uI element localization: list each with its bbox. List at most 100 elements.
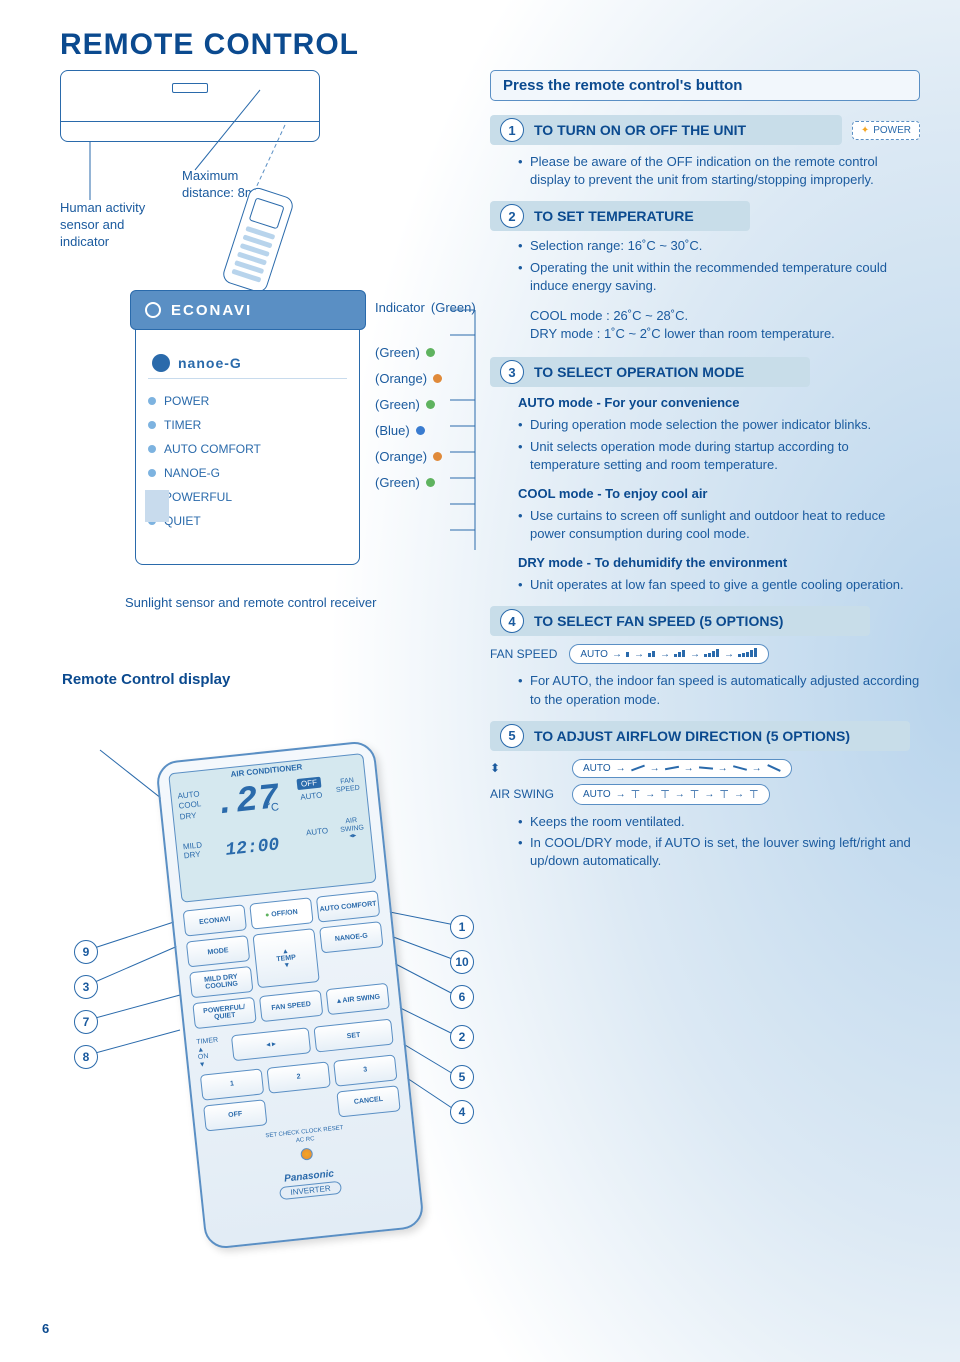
btn-timer2[interactable]: 2 [266,1061,330,1093]
btn-timer3[interactable]: 3 [333,1054,397,1086]
s3a-b1: Unit selects operation mode during start… [518,438,920,474]
nanoe-icon [152,354,170,372]
lcd-off: OFF [296,777,321,790]
step-title-3: TO SELECT OPERATION MODE [534,364,800,380]
step-title-4: TO SELECT FAN SPEED (5 OPTIONS) [534,613,860,629]
step-title-2: TO SET TEMPERATURE [534,208,740,224]
lcd-temp-unit: ˚C [267,801,280,814]
instructions-column: Press the remote control's button 1 TO T… [490,70,920,882]
btn-nanoeg[interactable]: NANOE-G [319,921,383,953]
econavi-text: ECONAVI [171,302,252,319]
lcd-airswing: AIR SWING ◂▸ [339,816,365,841]
s3c-b0: Use curtains to screen off sunlight and … [518,507,920,543]
indicator-header-green: (Green) [431,300,476,317]
econavi-badge: ECONAVI [130,290,366,330]
btn-cancel[interactable]: CANCEL [336,1085,400,1117]
dot-icon [433,452,442,461]
timer-label: TIMER▲ON▼ [196,1036,229,1070]
remote-display-label: Remote Control display [62,670,230,690]
step-title-1: TO TURN ON OR OFF THE UNIT [534,122,832,138]
btn-offon[interactable]: ● OFF/ON [249,897,313,929]
indicator-header: Indicator [375,300,425,317]
lcd-modes: AUTO COOL DRY [177,789,203,822]
sunlight-sensor-box [145,490,169,522]
btn-temp[interactable]: ▲TEMP▼ [252,928,319,988]
cool-mode-head: COOL mode - To enjoy cool air [518,486,920,501]
btn-powerfulquiet[interactable]: POWERFUL/ QUIET [192,997,256,1029]
air-swing-rows: ⬍ AUTO→ → → → → AIR SWING AUTO→ ⊤→ ⊤→ ⊤→… [490,759,920,805]
air-swing-updown-icon: ⬍ [490,761,562,775]
dot-icon [416,426,425,435]
indicator-color-column: Indicator (Green) (Green) (Orange) (Gree… [375,300,450,501]
color-power: (Green) [375,345,420,360]
ind-quiet: QUIET [164,514,201,528]
callout-5: 5 [450,1065,474,1089]
remote-lcd: AIR CONDITIONER AUTO COOL DRY .27 ˚C OFF… [168,753,377,903]
callout-10: 10 [450,950,474,974]
btn-autocomfort[interactable]: AUTO COMFORT [316,890,380,922]
econavi-icon [145,302,161,318]
s1-b0: Please be aware of the OFF indication on… [518,153,920,189]
ind-power: POWER [164,394,209,408]
lcd-fanspeed: FAN SPEED [335,777,360,795]
dry-mode-head: DRY mode - To dehumidify the environment [518,555,920,570]
power-badge: ✦ POWER [852,121,920,140]
btn-fanspeed[interactable]: FAN SPEED [259,990,323,1022]
color-quiet: (Green) [375,475,420,490]
callout-1: 1 [450,915,474,939]
ind-nanoeg: NANOE-G [164,466,220,480]
btn-timer1[interactable]: 1 [200,1068,264,1100]
air-swing-label: AIR SWING [490,787,562,801]
ac-unit-diagram [60,70,320,142]
step-num-5: 5 [500,724,524,748]
callout-8: 8 [74,1045,98,1069]
fan-speed-options: AUTO→ → → → → [569,644,769,664]
color-powerful: (Orange) [375,449,427,464]
s2-dry: DRY mode : 1˚C ~ 2˚C lower than room tem… [530,325,920,343]
color-autocomfort: (Green) [375,397,420,412]
step-num-2: 2 [500,204,524,228]
callout-9: 9 [74,940,98,964]
nanoe-text: nanoe-G [178,355,242,371]
callout-2: 2 [450,1025,474,1049]
step-title-5: TO ADJUST AIRFLOW DIRECTION (5 OPTIONS) [534,728,900,744]
btn-airswinglr[interactable]: ◂ ▸ [231,1027,311,1061]
btn-milddrycooling[interactable]: MILD DRY COOLING [189,966,253,998]
s3d-b0: Unit operates at low fan speed to give a… [518,576,920,594]
indicator-panel: ECONAVI nanoe-G POWER TIMER AUTO COMFORT… [135,295,360,565]
ind-autocomfort: AUTO COMFORT [164,442,261,456]
btn-mode[interactable]: MODE [186,935,250,967]
page-title: REMOTE CONTROL [60,28,359,62]
dot-icon [433,374,442,383]
reset-button-icon[interactable] [300,1147,313,1160]
step-1: 1 TO TURN ON OR OFF THE UNIT ✦ POWER [490,115,920,145]
step-num-3: 3 [500,360,524,384]
callout-6: 6 [450,985,474,1009]
sunlight-sensor-label: Sunlight sensor and remote control recei… [125,595,376,612]
human-activity-label: Human activity sensor and indicator [60,200,170,251]
ind-powerful: POWERFUL [164,490,232,504]
step-num-1: 1 [500,118,524,142]
air-swing-vertical: AUTO→ ⊤→ ⊤→ ⊤→ ⊤→ ⊤ [572,784,770,805]
nanoe-row: nanoe-G [148,348,347,379]
s2-b0: Selection range: 16˚C ~ 30˚C. [518,237,920,255]
dot-icon [426,478,435,487]
btn-set[interactable]: SET [313,1019,393,1053]
press-header: Press the remote control's button [490,70,920,101]
ac-vent [61,121,319,141]
btn-off[interactable]: OFF [203,1099,267,1131]
s5-b1: In COOL/DRY mode, if AUTO is set, the lo… [518,834,920,870]
lcd-milddry: MILD DRY [183,841,204,860]
fan-speed-row: FAN SPEED AUTO→ → → → → [490,644,920,664]
color-nanoeg: (Blue) [375,423,410,438]
btn-airswing[interactable]: ▲AIR SWING [326,983,390,1015]
s3a-b0: During operation mode selection the powe… [518,416,920,434]
s4-b0: For AUTO, the indoor fan speed is automa… [518,672,920,708]
ind-timer: TIMER [164,418,201,432]
s2-cool: COOL mode : 26˚C ~ 28˚C. [530,307,920,325]
btn-econavi[interactable]: ECONAVI [183,904,247,936]
page-number: 6 [42,1321,49,1336]
air-swing-horizontal: AUTO→ → → → → [572,759,792,778]
step-num-4: 4 [500,609,524,633]
indicator-list: POWER TIMER AUTO COMFORT NANOE-G POWERFU… [148,389,347,533]
